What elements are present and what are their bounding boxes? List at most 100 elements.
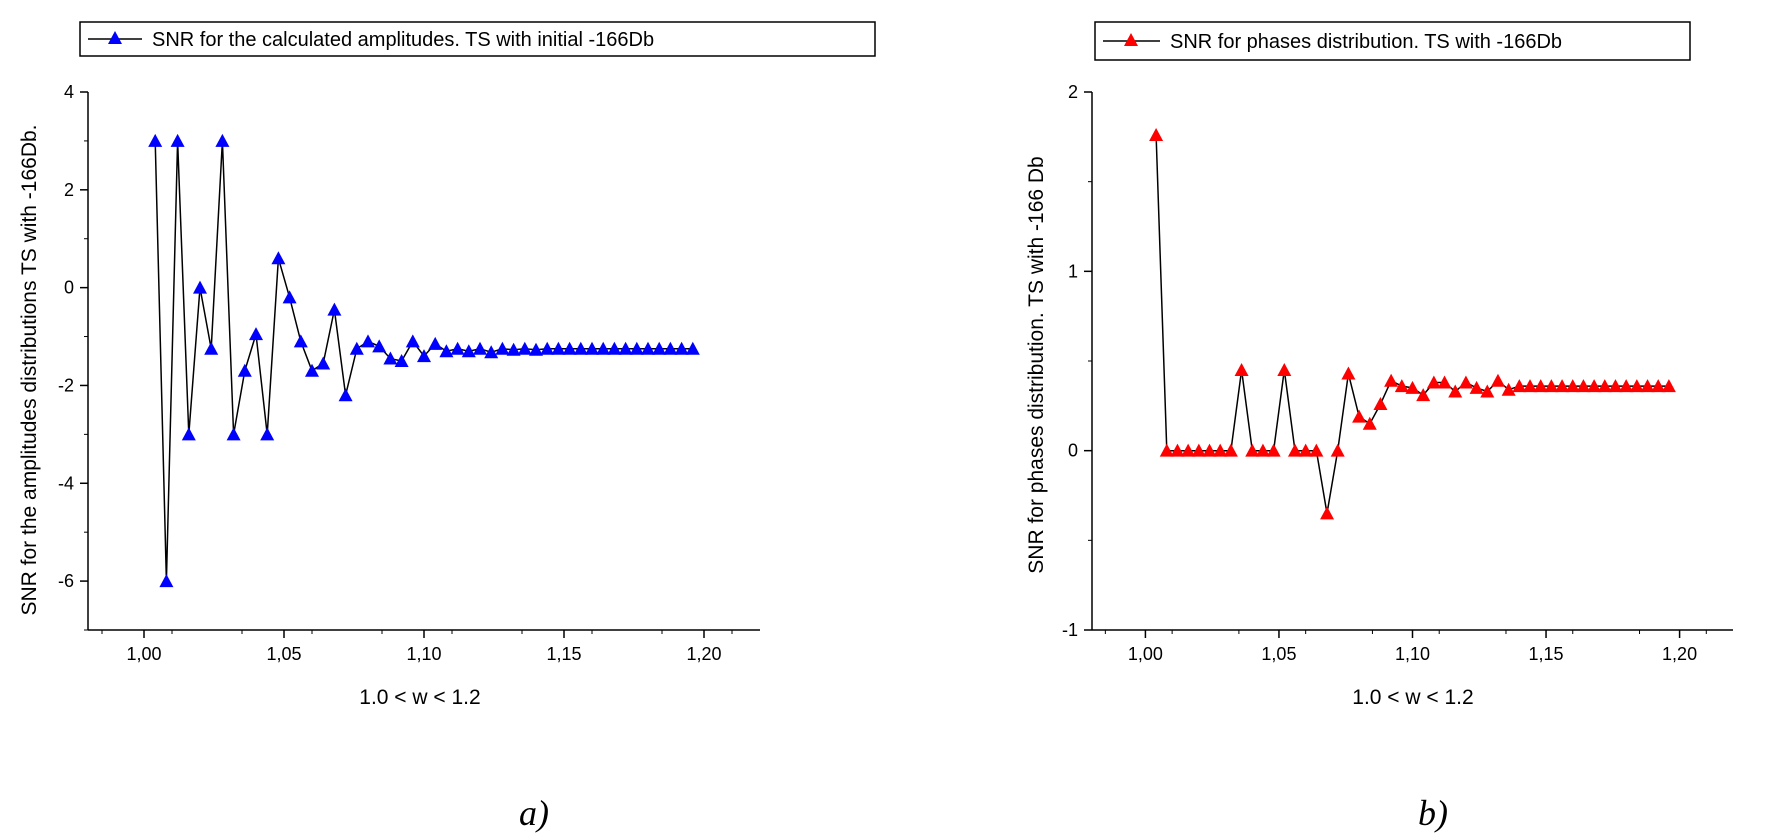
data-point-a (193, 280, 207, 294)
data-point-a (305, 363, 319, 377)
data-point-a (596, 341, 611, 355)
y-axis-title-a: SNR for the amplitudes distributions TS … (18, 125, 41, 616)
data-point-a (685, 341, 700, 355)
data-point-b (1458, 375, 1473, 389)
y-tick-label-a: 0 (64, 278, 74, 298)
x-tick-label-a: 1,20 (686, 644, 721, 664)
data-point-a (562, 341, 577, 355)
data-point-b (1234, 362, 1249, 376)
data-point-b (1266, 443, 1281, 457)
data-point-a (271, 251, 286, 265)
series-b (1149, 128, 1676, 520)
data-point-b (1287, 443, 1302, 457)
data-point-a (293, 334, 308, 348)
data-point-b (1544, 379, 1559, 393)
data-point-b (1426, 375, 1441, 389)
x-tick-label-b: 1,10 (1395, 644, 1430, 664)
legend-a-marker-icon (108, 31, 122, 44)
y-tick-label-a: 4 (64, 82, 74, 102)
data-point-a (338, 388, 353, 402)
data-point-a (618, 341, 633, 355)
data-point-b (1480, 384, 1495, 398)
data-point-b (1191, 443, 1206, 457)
data-point-a (349, 341, 364, 355)
data-point-a (405, 334, 420, 348)
data-point-a (159, 574, 174, 588)
data-point-b (1629, 379, 1644, 393)
data-point-a (148, 133, 163, 147)
data-point-b (1469, 380, 1484, 394)
data-point-a (215, 133, 230, 147)
data-point-a (282, 290, 297, 304)
data-point-b (1181, 443, 1196, 457)
data-point-b (1362, 416, 1377, 430)
data-point-b (1608, 379, 1623, 393)
panel-label-a: a) (519, 793, 549, 833)
chart-b: SNR for phases distribution. TS with -16… (1025, 21, 1733, 833)
x-tick-label-a: 1,15 (546, 644, 581, 664)
data-point-b (1512, 379, 1527, 393)
data-point-a (226, 427, 241, 441)
data-point-b (1523, 379, 1538, 393)
data-point-a (260, 427, 275, 441)
data-point-b (1661, 379, 1676, 393)
legend-b: SNR for phases distribution. TS with -16… (1094, 21, 1691, 61)
data-point-a (181, 427, 196, 441)
data-point-a (383, 351, 398, 365)
series-a (148, 133, 700, 588)
data-point-b (1149, 128, 1164, 142)
data-point-b (1202, 443, 1217, 457)
data-point-a (316, 356, 331, 370)
y-tick-label-a: -2 (58, 375, 74, 395)
data-point-b (1587, 379, 1602, 393)
x-tick-label-a: 1,00 (126, 644, 161, 664)
legend-a-box (79, 21, 876, 57)
data-point-a (517, 341, 532, 355)
data-point-b (1309, 443, 1324, 457)
data-point-b (1533, 379, 1548, 393)
data-point-b (1597, 379, 1612, 393)
data-point-b (1651, 379, 1666, 393)
y-tick-label-b: 2 (1068, 82, 1078, 102)
x-tick-label-b: 1,05 (1261, 644, 1296, 664)
data-point-a (529, 342, 543, 356)
x-tick-label-a: 1,05 (266, 644, 301, 664)
data-point-a (506, 342, 521, 356)
data-point-b (1416, 388, 1431, 402)
data-point-b (1213, 443, 1228, 457)
data-point-b (1223, 443, 1238, 457)
legend-b-box (1094, 21, 1691, 61)
x-tick-label-b: 1,15 (1529, 644, 1564, 664)
data-point-a (237, 363, 252, 377)
data-point-b (1619, 379, 1634, 393)
data-point-a (394, 354, 409, 367)
data-point-b (1490, 373, 1505, 387)
data-point-b (1576, 379, 1591, 393)
y-tick-label-a: 2 (64, 180, 74, 200)
x-tick-label-b: 1,20 (1662, 644, 1697, 664)
y-tick-label-b: 0 (1068, 441, 1078, 461)
data-point-a (551, 341, 566, 355)
legend-a: SNR for the calculated amplitudes. TS wi… (79, 21, 876, 57)
data-point-b (1640, 379, 1655, 393)
panel-label-b: b) (1418, 793, 1448, 833)
data-point-b (1320, 506, 1335, 520)
data-point-a (629, 341, 644, 355)
data-point-b (1373, 397, 1388, 411)
data-point-b (1394, 379, 1409, 393)
data-point-a (361, 334, 375, 348)
data-point-b (1330, 443, 1345, 457)
data-point-a (249, 327, 263, 341)
data-point-b (1245, 443, 1260, 457)
data-point-a (495, 341, 510, 355)
data-point-b (1405, 380, 1420, 394)
y-tick-label-a: -4 (58, 473, 74, 493)
data-point-a (641, 341, 655, 355)
data-point-b (1352, 409, 1367, 423)
data-point-a (372, 339, 387, 353)
ticks-b: -1 0 1 2 1,00 1,05 1,10 1,15 1,20 (1062, 82, 1707, 664)
data-point-a (585, 341, 599, 355)
data-point-a (674, 341, 689, 355)
y-tick-label-b: -1 (1062, 620, 1078, 640)
